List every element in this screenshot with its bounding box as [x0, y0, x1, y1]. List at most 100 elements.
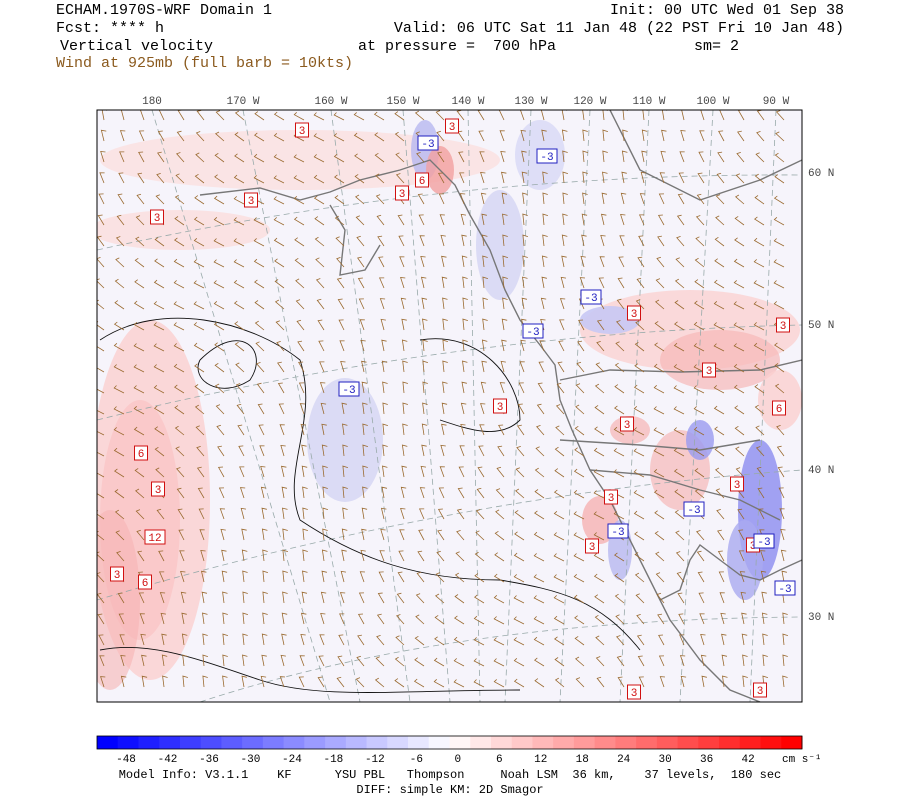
- wind-barb: [315, 257, 325, 268]
- latitude-label: 50 N: [808, 320, 834, 332]
- wind-barb: [737, 508, 745, 520]
- wind-barb: [97, 530, 105, 541]
- wind-barb: [214, 342, 225, 352]
- wind-barb: [620, 192, 627, 205]
- wind-barb: [217, 466, 225, 478]
- wind-barb: [195, 425, 205, 436]
- wind-barb: [693, 406, 705, 415]
- wind-barb: [362, 486, 368, 499]
- wind-barb: [202, 654, 209, 667]
- contour-label-box: [774, 580, 796, 596]
- wind-barb: [333, 112, 345, 121]
- wind-barb: [320, 613, 326, 625]
- wind-barb: [579, 277, 586, 289]
- contour-label: 3: [155, 485, 162, 497]
- wind-barb: [574, 425, 585, 436]
- colorbar-tick-label: 18: [576, 754, 589, 766]
- wind-barb: [275, 320, 285, 331]
- wind-barb: [379, 298, 386, 310]
- wind-barb: [301, 591, 308, 604]
- colorbar-swatch: [408, 736, 430, 749]
- wind-barb: [453, 636, 465, 646]
- wind-barb: [774, 174, 785, 184]
- wind-barb: [637, 655, 645, 667]
- wind-barb: [379, 550, 385, 562]
- wind-barb: [282, 570, 288, 583]
- wind-barb: [97, 451, 105, 457]
- wind-barb: [581, 213, 588, 226]
- wind-barb: [362, 402, 368, 415]
- wind-barb: [422, 318, 428, 331]
- wind-barb: [495, 488, 505, 499]
- wind-barb: [638, 214, 645, 226]
- wind-barb: [762, 654, 768, 667]
- graticule: [97, 174, 802, 251]
- wind-barb: [760, 570, 767, 583]
- wind-barb: [399, 256, 405, 268]
- colorbar-swatch: [636, 736, 658, 749]
- coastline: [659, 543, 802, 601]
- wind-barb: [273, 196, 285, 205]
- wind-barb: [693, 343, 705, 352]
- wind-barb: [673, 427, 685, 436]
- wind-barb: [762, 633, 768, 646]
- wind-barb: [153, 385, 165, 394]
- contour-label: 3: [399, 189, 406, 201]
- wind-barb: [474, 594, 485, 604]
- wind-barb: [421, 423, 428, 436]
- wind-barb: [361, 528, 367, 541]
- wind-barb: [398, 550, 405, 562]
- wind-barb: [521, 297, 528, 310]
- smoothing: sm= 2: [694, 38, 739, 55]
- wind-barb: [441, 255, 447, 268]
- wind-barb: [477, 466, 485, 478]
- wind-barb: [213, 195, 225, 205]
- wind-barb: [234, 110, 245, 121]
- wind-barb: [694, 279, 705, 289]
- wind-barb: [460, 213, 467, 226]
- wind-barb: [362, 444, 369, 457]
- wind-barb: [456, 110, 465, 121]
- wind-barb: [301, 444, 307, 457]
- wind-barb: [719, 110, 725, 121]
- colorbar-tick-label: 0: [454, 754, 461, 766]
- wind-barb: [513, 658, 525, 667]
- wind-barb: [773, 280, 785, 289]
- wind-barb: [180, 571, 186, 583]
- wind-barb: [273, 111, 285, 121]
- wind-barb: [635, 593, 645, 604]
- wind-barb: [360, 549, 366, 562]
- wind-barb: [675, 530, 685, 541]
- wind-barb: [561, 234, 568, 247]
- wind-barb: [378, 256, 385, 268]
- wind-barb: [97, 572, 105, 583]
- wind-barb: [174, 194, 185, 205]
- wind-barb: [174, 425, 185, 436]
- wind-barb: [273, 175, 285, 184]
- coastline: [589, 469, 781, 521]
- wind-barb: [538, 361, 545, 373]
- wind-barb: [173, 363, 185, 373]
- wind-barb: [197, 487, 205, 499]
- wind-barb: [633, 427, 645, 436]
- wind-barb: [322, 528, 328, 541]
- wind-barb: [382, 381, 388, 394]
- wind-barb: [679, 151, 685, 163]
- latitude-label: 40 N: [808, 465, 834, 477]
- wind-barb: [402, 360, 408, 373]
- wind-barb: [422, 339, 428, 352]
- wind-barb: [593, 573, 605, 583]
- contour-label: -3: [540, 152, 553, 164]
- colorbar-swatch: [656, 736, 679, 749]
- wind-barb: [417, 193, 425, 205]
- wind-barb: [598, 277, 605, 289]
- contour-label: 3: [248, 196, 255, 208]
- shaded-region: [476, 190, 524, 300]
- contour-label-box: [134, 445, 148, 461]
- wind-barb: [339, 340, 345, 352]
- wind-barb: [693, 364, 705, 373]
- shaded-region: [307, 378, 383, 502]
- wind-barb: [339, 592, 346, 604]
- wind-barb: [473, 615, 485, 625]
- wind-barb: [493, 573, 505, 583]
